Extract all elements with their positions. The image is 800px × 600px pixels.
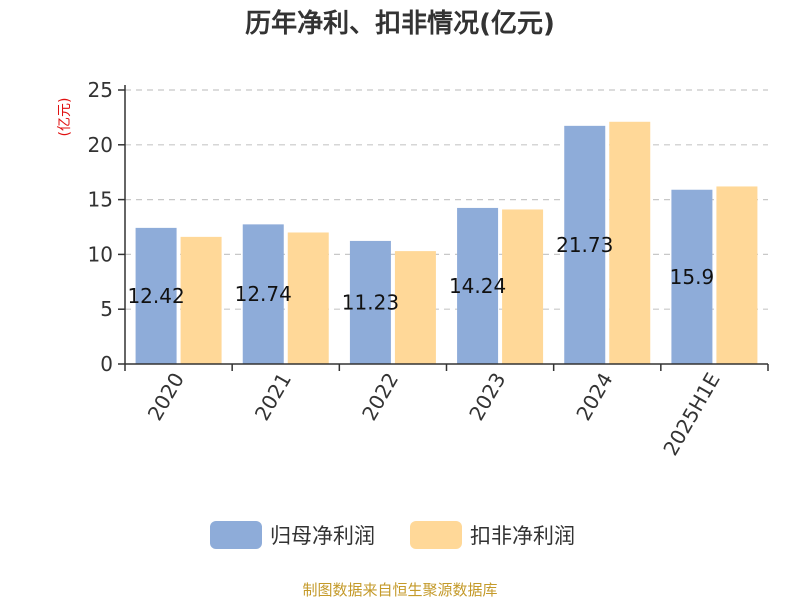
legend-swatch xyxy=(410,521,462,549)
y-tick-label: 10 xyxy=(88,242,113,266)
legend-label: 扣非净利润 xyxy=(470,524,575,548)
y-tick-label: 25 xyxy=(88,78,113,102)
bar-deducted-net-profit xyxy=(287,232,329,364)
y-tick-label: 5 xyxy=(100,297,113,321)
y-tick-label: 0 xyxy=(100,352,113,376)
x-tick-label: 2024 xyxy=(571,369,617,425)
y-axis-label: (亿元) xyxy=(57,98,73,137)
bar-parent-net-profit xyxy=(457,207,499,364)
bar-deducted-net-profit xyxy=(502,209,544,364)
bars xyxy=(135,121,758,364)
data-label: 11.23 xyxy=(342,290,399,314)
y-tick-label: 15 xyxy=(88,188,113,212)
x-tick-label: 2023 xyxy=(464,369,510,425)
bar-deducted-net-profit xyxy=(716,186,758,364)
bar-parent-net-profit xyxy=(242,224,284,364)
data-label: 15.9 xyxy=(670,265,715,289)
chart-title: 历年净利、扣非情况(亿元) xyxy=(245,8,555,39)
data-label: 12.74 xyxy=(235,282,292,306)
x-tick-label: 2025H1E xyxy=(658,369,724,460)
bar-deducted-net-profit xyxy=(609,121,651,364)
x-tick-label: 2022 xyxy=(357,369,403,425)
source-note: 制图数据来自恒生聚源数据库 xyxy=(302,581,497,599)
x-tick-label: 2020 xyxy=(143,369,189,425)
bar-parent-net-profit xyxy=(671,189,713,364)
legend: 归母净利润 扣非净利润 xyxy=(210,521,575,549)
data-labels: 12.42 12.74 11.23 14.24 21.73 15.9 xyxy=(127,233,714,315)
x-axis: 2020 2021 2022 2023 2024 2025H1E xyxy=(124,363,769,460)
bar-parent-net-profit xyxy=(135,227,177,364)
data-label: 12.42 xyxy=(127,284,184,308)
data-label: 14.24 xyxy=(449,274,506,298)
y-tick-label: 20 xyxy=(88,133,113,157)
data-label: 21.73 xyxy=(556,233,613,257)
bar-deducted-net-profit xyxy=(394,251,436,364)
x-tick-label: 2021 xyxy=(250,369,296,425)
bar-parent-net-profit xyxy=(564,125,606,364)
legend-label: 归母净利润 xyxy=(270,524,375,548)
bar-parent-net-profit xyxy=(349,240,391,364)
gridlines xyxy=(125,89,768,310)
bar-deducted-net-profit xyxy=(180,236,222,364)
y-axis: 0 5 10 15 20 25 xyxy=(88,78,126,376)
legend-swatch xyxy=(210,521,262,549)
